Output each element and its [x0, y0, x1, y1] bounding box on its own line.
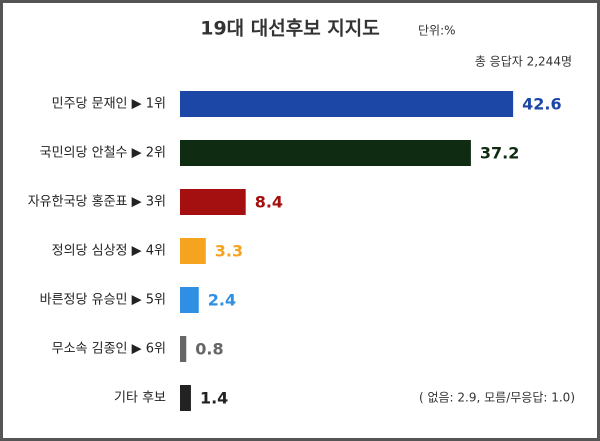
bar	[180, 189, 246, 215]
bar	[180, 336, 187, 362]
value-label: 8.4	[255, 193, 283, 212]
category-label: 자유한국당 홍준표 ▶ 3위	[28, 195, 166, 210]
respondents: 총 응답자 2,244명	[475, 55, 572, 69]
category-label: 민주당 문재인 ▶ 1위	[52, 97, 166, 112]
bar	[180, 385, 191, 411]
value-label: 37.2	[480, 144, 519, 163]
bar	[180, 140, 471, 166]
category-label: 바른정당 유승민 ▶ 5위	[40, 293, 166, 308]
chart-title: 19대 대선후보 지지도	[200, 18, 380, 40]
value-label: 3.3	[215, 242, 243, 261]
value-label: 0.8	[195, 340, 223, 359]
bar	[180, 91, 514, 117]
category-label: 국민의당 안철수 ▶ 2위	[40, 146, 166, 161]
bar	[180, 238, 206, 264]
unit-note: 단위:%	[418, 24, 456, 38]
value-label: 1.4	[200, 389, 228, 408]
category-label: 정의당 심상정 ▶ 4위	[52, 244, 166, 259]
category-label: 무소속 김종인 ▶ 6위	[52, 342, 166, 357]
value-label: 42.6	[522, 95, 561, 114]
note: ( 없음: 2.9, 모름/무응답: 1.0)	[419, 391, 575, 405]
category-label: 기타 후보	[114, 391, 166, 406]
value-label: 2.4	[208, 291, 236, 310]
bar	[180, 287, 199, 313]
